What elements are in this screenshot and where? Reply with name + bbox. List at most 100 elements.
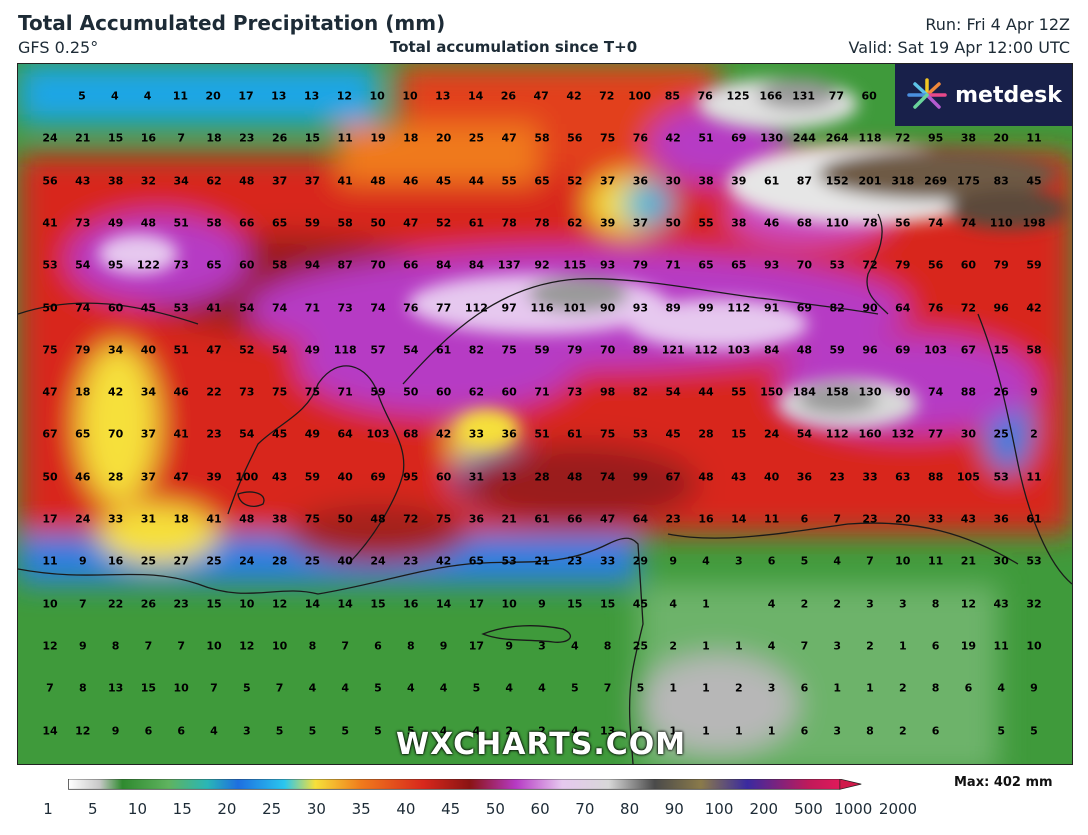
grid-value: 82	[829, 301, 845, 314]
grid-value: 18	[75, 385, 91, 399]
scale-tick-label: 500	[794, 800, 823, 818]
grid-value: 65	[698, 258, 714, 272]
scale-tick-label: 25	[262, 800, 282, 818]
grid-value: 1	[702, 681, 710, 695]
grid-value: 37	[140, 470, 157, 484]
grid-value: 33	[599, 554, 616, 568]
grid-value: 54	[403, 343, 419, 357]
grid-value: 48	[140, 216, 157, 230]
scale-tick-label: 30	[306, 800, 326, 818]
grid-value: 60	[239, 258, 255, 272]
grid-value: 15	[993, 343, 1009, 357]
grid-value: 72	[862, 258, 878, 272]
grid-value: 118	[858, 131, 882, 145]
grid-value: 6	[931, 639, 940, 653]
grid-value: 12	[271, 597, 288, 611]
grid-value: 34	[140, 385, 157, 399]
grid-value: 112	[464, 301, 488, 314]
chart-subtitle: Total accumulation since T+0	[390, 38, 638, 56]
grid-value: 64	[632, 512, 649, 526]
grid-value: 158	[825, 385, 849, 399]
grid-value: 58	[1026, 343, 1042, 357]
grid-value: 17	[468, 639, 485, 653]
grid-value: 75	[599, 427, 616, 441]
grid-value: 8	[866, 724, 874, 737]
grid-value: 50	[370, 216, 386, 230]
precipitation-map[interactable]: 5 4 4 11 20 17 13 13 12 10 10 13 14 26 47 42 72 100 85 76 12…	[17, 63, 1073, 765]
grid-value: 121	[661, 343, 685, 357]
grid-value: 4	[767, 639, 776, 653]
grid-value: 29	[632, 554, 649, 568]
grid-value: 24	[763, 427, 780, 441]
grid-value: 6	[800, 681, 809, 695]
grid-value: 14	[337, 597, 353, 611]
grid-value: 6	[964, 681, 973, 695]
grid-value: 13	[435, 89, 451, 103]
grid-value: 4	[143, 89, 152, 103]
grid-value: 26	[500, 89, 517, 103]
grid-value: 50	[403, 385, 419, 399]
grid-value: 93	[599, 258, 616, 272]
grid-value: 5	[242, 681, 251, 695]
grid-value: 10	[369, 89, 385, 103]
grid-value: 36	[632, 174, 649, 188]
grid-value: 75	[304, 385, 321, 399]
grid-value: 12	[42, 639, 58, 653]
scale-tick-label: 50	[485, 800, 505, 818]
grid-value: 4	[833, 554, 842, 568]
grid-value: 112	[727, 301, 751, 314]
grid-value: 23	[567, 554, 583, 568]
grid-value: 44	[468, 174, 485, 188]
grid-value: 4	[702, 554, 710, 568]
grid-value: 48	[370, 512, 386, 526]
grid-value: 48	[796, 343, 813, 357]
scale-tick-label: 45	[441, 800, 461, 818]
grid-value: 1	[702, 639, 710, 653]
metdesk-burst-icon	[907, 78, 947, 109]
scale-tick-label: 90	[664, 800, 684, 818]
grid-value: 150	[760, 385, 784, 399]
grid-value: 1	[669, 681, 678, 695]
grid-value: 62	[206, 174, 222, 188]
grid-value: 14	[467, 89, 484, 103]
grid-value: 13	[303, 89, 320, 103]
grid-value: 269	[924, 174, 948, 188]
grid-value: 47	[599, 512, 616, 526]
grid-value: 103	[924, 343, 948, 357]
grid-value: 4	[505, 681, 514, 695]
grid-value: 93	[632, 301, 649, 314]
grid-value: 73	[337, 301, 353, 314]
grid-value: 54	[665, 385, 681, 399]
grid-value: 18	[173, 512, 189, 526]
grid-value: 59	[370, 385, 386, 399]
grid-value: 23	[862, 512, 878, 526]
scale-tick-label: 1000	[834, 800, 873, 818]
grid-value: 110	[989, 216, 1013, 230]
grid-value: 9	[1030, 681, 1038, 695]
grid-value: 50	[337, 512, 353, 526]
map-canvas	[18, 64, 1072, 764]
grid-value: 38	[731, 216, 747, 230]
grid-value: 94	[304, 258, 321, 272]
grid-value: 32	[140, 174, 157, 188]
grid-value: 26	[993, 385, 1009, 399]
grid-value: 11	[1026, 470, 1042, 484]
grid-value: 7	[833, 512, 842, 526]
coastlines	[18, 213, 1072, 764]
precip-peaks	[98, 79, 1068, 447]
grid-value: 43	[993, 597, 1009, 611]
grid-value: 5	[341, 724, 350, 737]
grid-value: 56	[927, 258, 944, 272]
grid-value: 15	[206, 597, 222, 611]
grid-value: 166	[759, 89, 783, 103]
grid-value: 49	[107, 216, 124, 230]
grid-value: 7	[275, 681, 284, 695]
grid-value: 70	[107, 427, 124, 441]
grid-value: 5	[997, 724, 1006, 737]
grid-value: 61	[1026, 512, 1042, 526]
grid-value: 8	[406, 639, 415, 653]
grid-value: 1	[866, 681, 874, 695]
grid-value: 11	[42, 554, 58, 568]
grid-value: 11	[1026, 131, 1042, 145]
grid-value: 53	[632, 427, 649, 441]
